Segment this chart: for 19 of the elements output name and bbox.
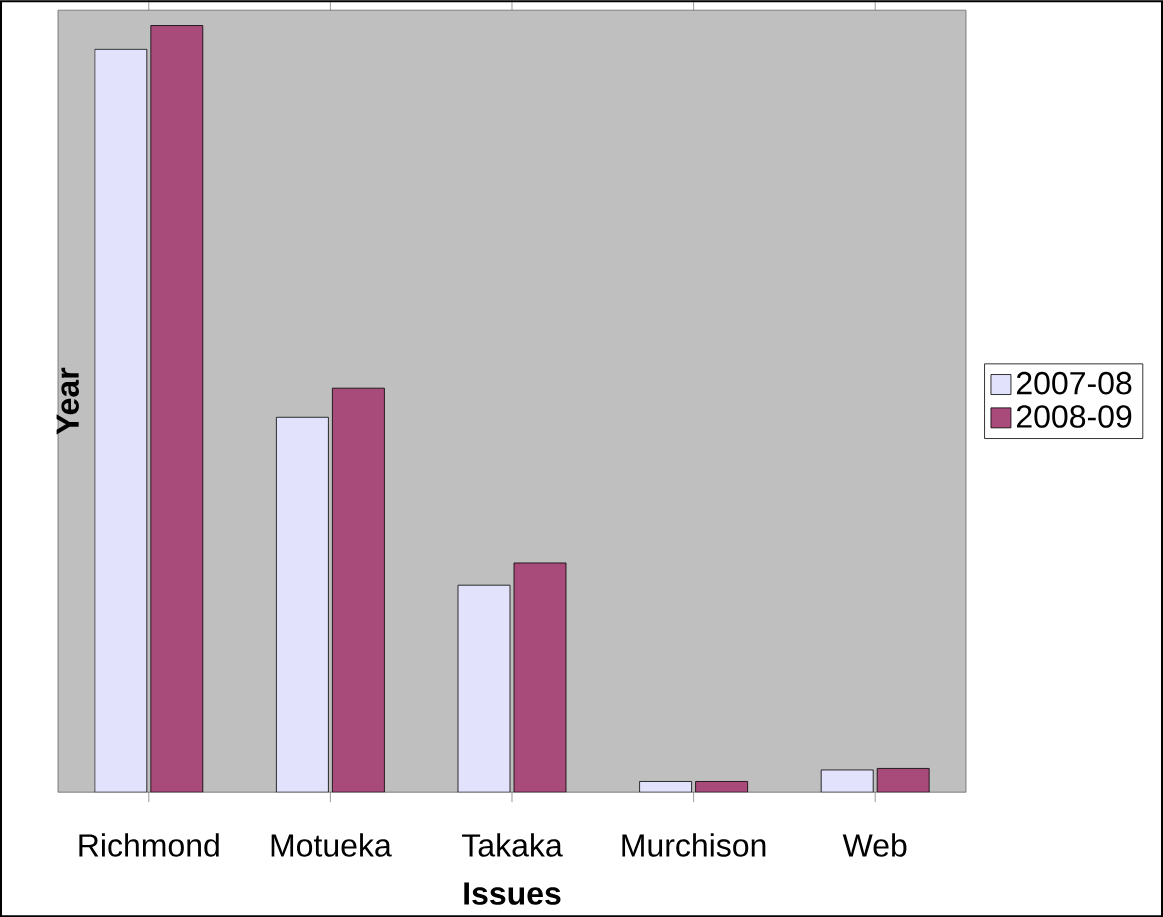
bar <box>150 25 204 793</box>
x-tick-label: Takaka <box>462 833 563 857</box>
legend-label: 2007-08 <box>1016 371 1132 395</box>
bar <box>332 387 385 793</box>
bar <box>94 48 148 793</box>
bar <box>457 584 511 793</box>
bar <box>513 562 567 793</box>
bar <box>876 767 930 793</box>
bar <box>639 781 692 793</box>
y-axis-title: Year <box>56 367 79 435</box>
x-tick-label: Richmond <box>79 833 219 857</box>
x-tick-label: Motueka <box>271 833 392 857</box>
x-axis-title: Issues <box>464 882 561 905</box>
bar <box>820 769 874 793</box>
x-tick-label: Murchison <box>622 833 766 857</box>
bar <box>276 416 329 793</box>
legend-label: 2008-09 <box>1016 405 1132 428</box>
bar <box>695 781 748 793</box>
x-tick-label: Web <box>842 833 907 857</box>
